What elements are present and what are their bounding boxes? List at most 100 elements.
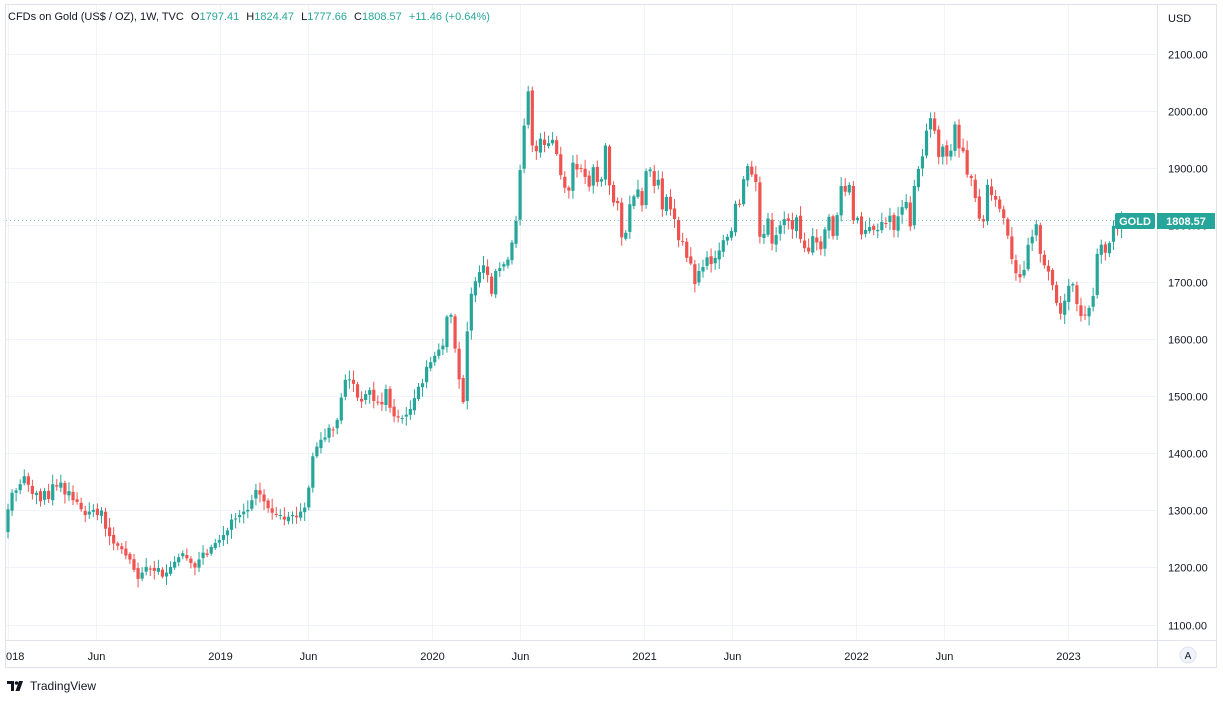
candle-body <box>831 216 835 237</box>
grid-lines <box>6 5 1157 640</box>
candle-body <box>221 534 226 540</box>
candle-body <box>278 515 282 517</box>
candle-body <box>270 508 274 513</box>
candle <box>164 564 169 585</box>
candle-body <box>1050 269 1055 286</box>
candle <box>774 227 778 253</box>
time-axis[interactable]: 018 Jun 2019 Jun 2020 Jun 2021 Jun 2022 Jun 2023 <box>6 651 1081 663</box>
candle-body <box>1091 296 1095 307</box>
candle-body <box>855 217 860 220</box>
price-tick-label: 1700.00 <box>1168 278 1208 290</box>
candle <box>270 498 274 520</box>
candle-body <box>152 567 156 571</box>
candle <box>1063 293 1067 325</box>
candle <box>839 177 843 222</box>
candle <box>920 148 925 177</box>
candle <box>392 399 396 423</box>
candle-body <box>599 179 603 182</box>
candle <box>412 389 417 415</box>
candle <box>160 567 165 579</box>
candle-body <box>790 220 794 230</box>
candle <box>1067 279 1071 311</box>
candle-body <box>140 572 144 579</box>
candle-body <box>941 146 945 157</box>
candle-body <box>1038 225 1042 254</box>
candle <box>490 272 494 297</box>
candle <box>347 370 351 389</box>
candle <box>429 356 433 372</box>
candle <box>376 395 380 406</box>
candle-body <box>343 379 347 397</box>
candle-body <box>465 331 469 401</box>
auto-scale-button[interactable]: A <box>1179 646 1197 664</box>
candle <box>652 164 656 194</box>
price-tick-label: 2100.00 <box>1168 50 1208 62</box>
candle <box>701 259 705 278</box>
time-tick-label: Jun <box>88 651 106 663</box>
legend-symbol[interactable]: CFDs on Gold (US$ / OZ), 1W, TVC <box>8 11 184 23</box>
candle <box>282 507 286 526</box>
candle-body <box>672 208 677 220</box>
candle <box>534 140 538 160</box>
candle <box>168 561 173 576</box>
candle-body <box>595 166 599 183</box>
candle <box>823 226 827 257</box>
candle <box>802 232 807 253</box>
candle <box>693 259 697 293</box>
candle-body <box>1010 236 1014 260</box>
candle <box>140 567 144 582</box>
candle <box>912 179 916 230</box>
candle <box>481 255 486 280</box>
time-tick-label: 018 <box>6 651 24 663</box>
candle <box>343 374 347 401</box>
candle <box>1014 254 1018 281</box>
candle <box>185 548 189 561</box>
candle <box>900 199 904 224</box>
candle <box>315 442 319 459</box>
candle-body <box>351 379 356 384</box>
candle <box>1006 217 1010 240</box>
candle-body <box>429 362 433 369</box>
candle-body <box>920 156 925 169</box>
candle <box>847 182 851 196</box>
candle <box>262 489 266 511</box>
candle-body <box>542 139 547 145</box>
candle-body <box>571 162 575 191</box>
candle <box>238 509 242 523</box>
candle-body <box>713 257 717 264</box>
candle-body <box>961 147 965 152</box>
candle-body <box>916 168 920 188</box>
legend-change: +11.46 (+0.64%) <box>408 11 490 23</box>
candle-body <box>388 388 392 408</box>
auto-scale-button-bg[interactable] <box>1179 646 1197 664</box>
candle <box>1103 241 1107 261</box>
candle <box>904 194 908 211</box>
price-axis[interactable]: 1100.00 1200.00 1300.00 1400.00 1500.00 1600.… <box>1168 50 1208 633</box>
candle <box>47 483 51 504</box>
candle <box>782 211 786 235</box>
tradingview-branding[interactable]: TradingView <box>7 679 96 693</box>
candle <box>294 506 299 524</box>
candle-body <box>95 508 100 516</box>
candle-body <box>632 196 636 206</box>
candle <box>299 503 303 521</box>
candle <box>510 239 514 265</box>
candle-body <box>368 390 372 395</box>
candle <box>681 232 685 246</box>
candle <box>95 503 100 521</box>
candle-body <box>294 515 299 518</box>
candle <box>603 143 608 186</box>
candle-body <box>969 175 973 179</box>
candle-body <box>603 145 608 180</box>
candle <box>368 387 372 404</box>
candle-body <box>38 491 43 502</box>
candle-body <box>477 272 482 283</box>
candle <box>981 215 986 229</box>
candle <box>197 551 201 573</box>
candle-body <box>819 241 823 250</box>
candle <box>449 313 453 324</box>
price-tick-label: 1100.00 <box>1168 621 1207 633</box>
candle-body <box>469 293 473 331</box>
auto-scale-button-label[interactable]: A <box>1185 651 1192 662</box>
